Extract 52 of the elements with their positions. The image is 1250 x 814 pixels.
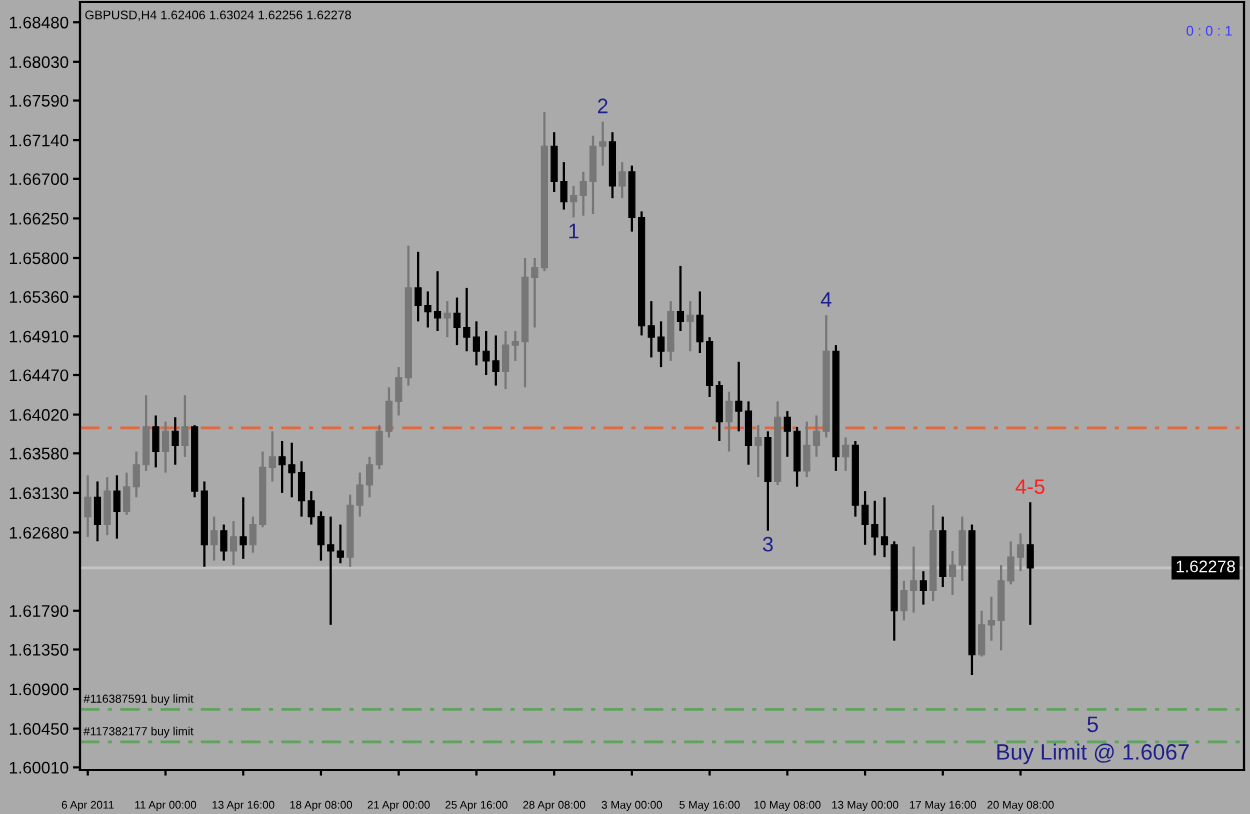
text: 5 <box>1087 716 1098 733</box>
y-tick-label: 1.61350 <box>9 643 69 656</box>
candlestick <box>754 424 762 479</box>
candlestick <box>842 436 850 472</box>
candlestick <box>220 523 228 562</box>
y-tick-label: 1.64020 <box>9 408 69 421</box>
candlestick <box>686 300 694 353</box>
y-tick-label: 1.65360 <box>9 291 69 303</box>
candlestick <box>84 474 92 538</box>
candlestick <box>725 390 733 453</box>
candlestick <box>161 420 170 474</box>
candlestick <box>608 131 617 200</box>
y-tick-label: 1.60900 <box>9 683 69 696</box>
candlestick <box>919 570 927 606</box>
y-tick-label: 1.63130 <box>9 487 69 500</box>
y-tick-label: 1.60010 <box>9 761 69 774</box>
candlestick <box>113 474 121 540</box>
y-tick-label: 1.67590 <box>9 94 69 107</box>
y-tick-label: 1.67140 <box>9 134 69 147</box>
candlestick <box>667 300 675 363</box>
y-tick-label: 1.64910 <box>9 330 69 343</box>
annotation: 1 <box>569 223 579 239</box>
annotation: 3 <box>762 536 773 552</box>
candlestick <box>210 515 218 562</box>
annotation: 4-5 <box>1015 479 1045 494</box>
candlestick <box>152 414 160 469</box>
candlestick <box>93 480 102 543</box>
candlestick <box>618 161 626 200</box>
y-tick-label: 1.66700 <box>9 173 69 186</box>
candlestick <box>181 394 189 458</box>
annotation: Buy Limit @ 1.6067 <box>997 743 1189 765</box>
y-tick-label: 1.62680 <box>9 526 69 539</box>
y-tick-label: 1.68030 <box>9 56 69 69</box>
candlestick <box>676 264 685 333</box>
candlestick <box>171 416 179 466</box>
y-tick-label: 1.65800 <box>9 252 69 265</box>
candlestick <box>1026 501 1034 626</box>
y-tick-label: 1.64470 <box>9 369 69 382</box>
y-tick-label: 1.61790 <box>9 605 69 617</box>
candlestick <box>939 515 947 589</box>
candlestick <box>764 430 772 532</box>
annotation: 4 <box>820 292 832 307</box>
y-tick-label: 1.66250 <box>9 212 69 225</box>
y-tick-label: 1.68480 <box>9 16 69 29</box>
y-tick-label: 1.60450 <box>9 723 69 735</box>
candlestick <box>239 496 247 560</box>
candlestick <box>229 519 238 567</box>
y-tick-label: 1.63580 <box>9 447 69 460</box>
candlestick <box>103 475 111 537</box>
candlestick <box>443 300 451 339</box>
ref-line-label: 1.62278 <box>1176 560 1235 573</box>
annotation: 2 <box>597 98 608 114</box>
